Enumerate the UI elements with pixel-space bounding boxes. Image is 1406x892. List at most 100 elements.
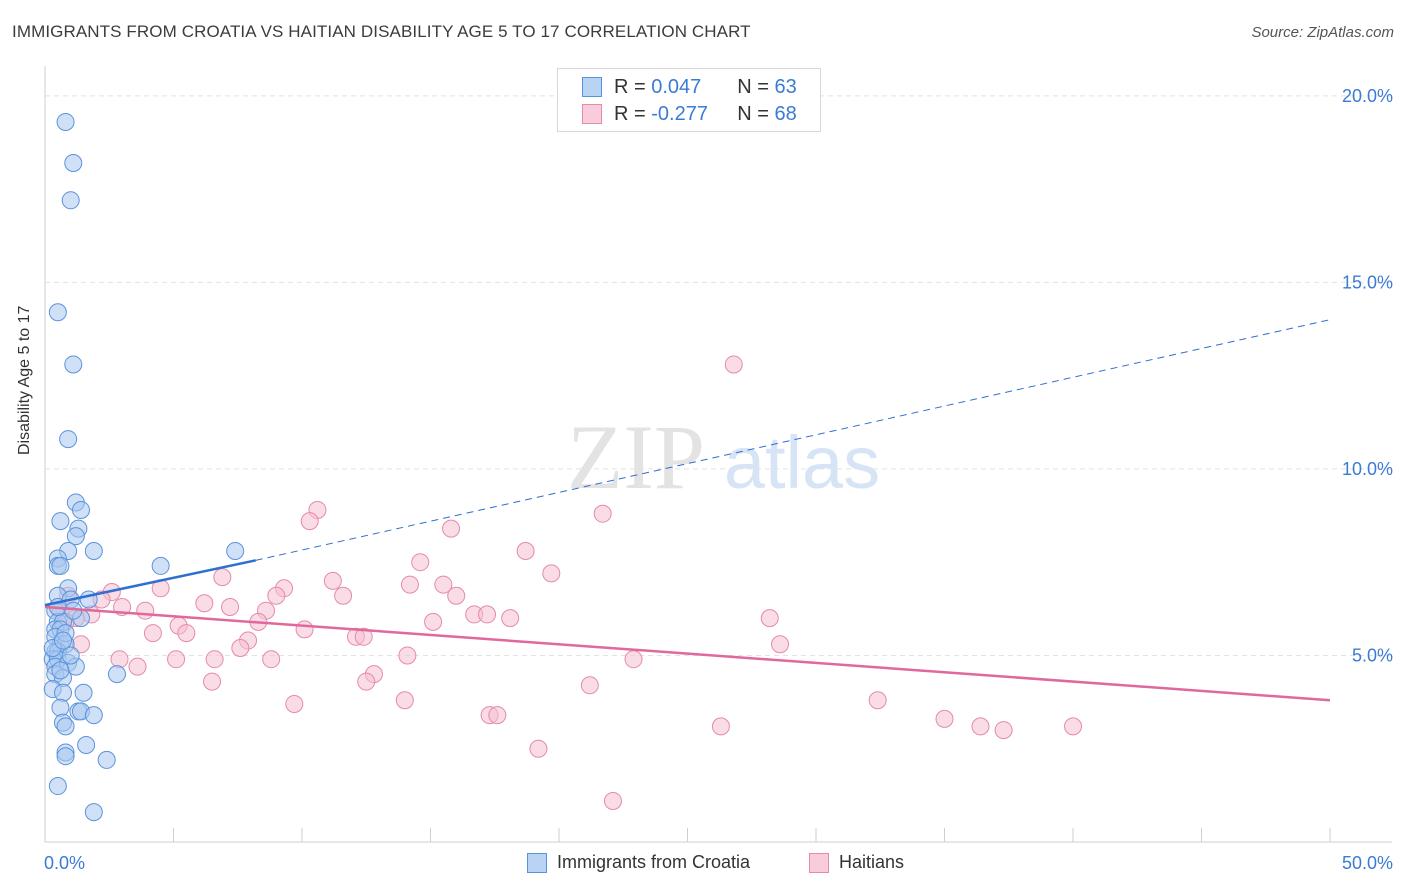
haitians-point-53 [395, 691, 414, 710]
haitians-point-23 [136, 601, 155, 620]
y-tick-label-0: 5.0% [1352, 645, 1393, 665]
y-axis-label: Disability Age 5 to 17 [16, 305, 33, 455]
haitians-point-19 [195, 594, 214, 613]
haitians-point-27 [760, 609, 779, 628]
haitians-point-64 [603, 791, 622, 810]
haitians-point-0 [724, 355, 743, 374]
haitians-point-29 [424, 612, 443, 631]
legend-item-croatia: Immigrants from Croatia [527, 852, 750, 873]
haitians-points [51, 355, 1082, 810]
haitians-point-5 [516, 542, 535, 560]
croatia-point-5 [59, 430, 78, 449]
haitians-point-52 [580, 676, 599, 695]
croatia-legend-label: Immigrants from Croatia [557, 852, 751, 872]
y-tick-label-1: 10.0% [1342, 459, 1393, 479]
legend-row-haitians: R = -0.277 N = 68 [582, 102, 797, 126]
croatia-legend-swatch [527, 852, 547, 873]
haitians-point-7 [542, 564, 561, 583]
haitians-point-10 [400, 575, 419, 594]
haitians-point-47 [624, 650, 643, 669]
croatia-point-12 [84, 542, 103, 560]
axes [44, 66, 1392, 843]
chart-title: IMMIGRANTS FROM CROATIA VS HAITIAN DISAB… [12, 22, 751, 41]
haitians-point-63 [529, 739, 548, 758]
croatia-r-value: 0.047 [651, 75, 702, 98]
source-label: Source: ZipAtlas.com [1251, 24, 1394, 41]
x-tick-label-1: 50.0% [1342, 853, 1393, 873]
haitians-point-60 [971, 717, 990, 736]
haitians-r-label: R = [614, 102, 646, 125]
croatia-point-43 [74, 683, 93, 702]
haitians-point-59 [935, 709, 954, 728]
legend-item-haitians: Haitians [809, 852, 904, 873]
haitians-point-26 [501, 609, 520, 628]
haitians-point-34 [143, 624, 162, 643]
haitians-point-35 [177, 624, 196, 643]
croatia-points [43, 112, 245, 822]
haitians-point-57 [488, 706, 507, 725]
haitians-point-41 [771, 635, 790, 654]
haitians-point-45 [205, 650, 224, 669]
croatia-r-label: R = [614, 75, 646, 98]
haitians-point-42 [398, 646, 417, 665]
haitians-point-25 [478, 605, 497, 624]
haitians-point-15 [267, 586, 286, 605]
croatia-point-8 [51, 512, 70, 531]
haitians-point-46 [262, 650, 281, 669]
croatia-point-59 [61, 646, 80, 665]
croatia-point-15 [51, 556, 70, 575]
correlation-legend: R = 0.047 N = 63 R = -0.277 N = 68 [557, 68, 821, 132]
croatia-point-62 [53, 631, 72, 650]
y-tick-label-3: 20.0% [1342, 86, 1393, 106]
croatia-point-1 [64, 154, 83, 172]
watermark-zip: ZIP [567, 406, 705, 508]
croatia-point-7 [71, 500, 90, 519]
haitians-point-8 [213, 568, 232, 587]
haitians-point-2 [300, 512, 319, 531]
watermark-atlas: atlas [724, 421, 880, 504]
haitians-point-40 [231, 639, 250, 657]
haitians-n-value: 68 [774, 102, 797, 125]
croatia-point-44 [51, 698, 70, 717]
croatia-point-52 [56, 747, 75, 766]
croatia-point-0 [56, 112, 75, 131]
haitians-point-9 [323, 571, 342, 590]
croatia-point-4 [64, 355, 83, 374]
haitians-point-55 [868, 691, 887, 710]
haitians-point-16 [334, 586, 353, 605]
haitians-point-48 [128, 657, 147, 676]
haitians-point-43 [110, 650, 129, 669]
croatia-point-50 [77, 736, 96, 754]
croatia-point-42 [53, 683, 72, 702]
croatia-point-53 [97, 750, 116, 769]
haitians-trend-line [44, 605, 1331, 702]
watermark: ZIP atlas [567, 406, 880, 508]
haitians-n-label: N = [737, 102, 769, 125]
haitians-point-54 [285, 694, 304, 713]
croatia-trend-line [44, 559, 256, 607]
croatia-point-40 [107, 665, 126, 684]
croatia-point-55 [84, 803, 103, 822]
haitians-point-50 [203, 672, 222, 691]
croatia-n-value: 63 [774, 75, 797, 98]
haitians-point-21 [221, 597, 240, 616]
croatia-point-54 [48, 777, 67, 796]
haitians-point-17 [447, 586, 466, 605]
croatia-point-3 [48, 303, 67, 322]
haitians-point-33 [295, 620, 314, 639]
croatia-point-17 [226, 542, 245, 560]
croatia-point-2 [61, 191, 80, 210]
legend-row-croatia: R = 0.047 N = 63 [582, 75, 797, 99]
haitians-point-51 [357, 672, 376, 691]
haitians-point-6 [411, 553, 430, 572]
croatia-point-49 [56, 717, 75, 736]
croatia-point-47 [84, 706, 103, 725]
trend-lines [44, 319, 1331, 702]
croatia-swatch [582, 77, 602, 97]
haitians-point-37 [354, 627, 373, 646]
y-tick-label-2: 15.0% [1342, 272, 1393, 292]
haitians-swatch [582, 104, 602, 124]
croatia-trend-dashed [255, 319, 1331, 561]
haitians-legend-swatch [809, 852, 829, 873]
